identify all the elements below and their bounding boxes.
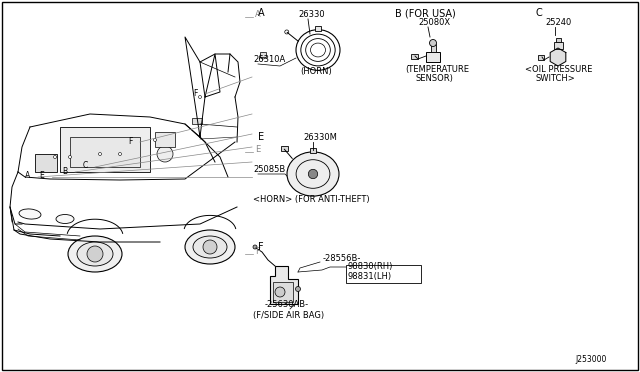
Circle shape — [118, 153, 122, 155]
Text: F: F — [255, 247, 260, 256]
Bar — [60, 127, 150, 172]
Text: (HORN): (HORN) — [300, 67, 332, 76]
Circle shape — [296, 286, 301, 292]
Circle shape — [68, 155, 72, 158]
Circle shape — [285, 30, 289, 34]
Text: F: F — [128, 137, 132, 145]
Text: C: C — [535, 8, 541, 18]
Bar — [192, 118, 202, 124]
Circle shape — [429, 39, 436, 46]
Bar — [315, 26, 321, 31]
Bar — [426, 52, 440, 62]
Bar — [282, 146, 289, 151]
Circle shape — [253, 245, 257, 249]
Ellipse shape — [56, 215, 74, 224]
Text: E: E — [40, 171, 44, 180]
Bar — [35, 154, 57, 172]
Text: J253000: J253000 — [575, 355, 606, 364]
Text: C: C — [83, 161, 88, 170]
Text: 98831(LH): 98831(LH) — [348, 272, 392, 281]
Bar — [346, 265, 421, 283]
Text: 98830(RH): 98830(RH) — [348, 262, 394, 271]
Text: -25630AB-: -25630AB- — [265, 300, 309, 309]
Ellipse shape — [193, 236, 227, 258]
Ellipse shape — [287, 152, 339, 196]
Text: 26330M: 26330M — [303, 133, 337, 142]
Text: A: A — [26, 171, 31, 180]
Text: F: F — [193, 89, 197, 97]
Circle shape — [260, 53, 266, 59]
Bar — [70, 137, 140, 167]
Text: E: E — [258, 132, 264, 142]
Ellipse shape — [185, 230, 235, 264]
Ellipse shape — [19, 209, 41, 219]
Bar — [538, 55, 544, 60]
Bar — [155, 132, 175, 147]
Text: <OIL PRESSURE: <OIL PRESSURE — [525, 65, 593, 74]
Text: A: A — [255, 10, 260, 19]
Ellipse shape — [68, 236, 122, 272]
Circle shape — [308, 169, 317, 179]
Text: 26330: 26330 — [298, 10, 324, 19]
Bar — [554, 42, 563, 49]
Polygon shape — [550, 48, 566, 66]
Text: 26310A: 26310A — [253, 55, 285, 64]
Circle shape — [198, 96, 202, 99]
Text: (F/SIDE AIR BAG): (F/SIDE AIR BAG) — [253, 311, 324, 320]
Circle shape — [154, 138, 157, 141]
Text: (TEMPERATURE: (TEMPERATURE — [405, 65, 469, 74]
Circle shape — [54, 155, 56, 158]
Ellipse shape — [77, 242, 113, 266]
Circle shape — [87, 246, 103, 262]
Text: A: A — [258, 8, 264, 18]
Bar — [260, 52, 266, 57]
Text: 25085B: 25085B — [253, 165, 285, 174]
Bar — [310, 148, 316, 153]
Bar — [431, 44, 436, 52]
Text: -28556B-: -28556B- — [323, 254, 362, 263]
Polygon shape — [270, 266, 298, 304]
Text: 25240: 25240 — [545, 18, 572, 27]
Bar — [273, 282, 293, 302]
Circle shape — [99, 153, 102, 155]
Circle shape — [203, 240, 217, 254]
Text: B: B — [63, 167, 68, 176]
Text: E: E — [255, 145, 260, 154]
Text: B (FOR USA): B (FOR USA) — [395, 8, 456, 18]
Text: <HORN> (FOR ANTI-THEFT): <HORN> (FOR ANTI-THEFT) — [253, 195, 370, 204]
Bar — [411, 54, 418, 59]
Text: F: F — [258, 242, 264, 252]
Text: 25080X: 25080X — [418, 18, 450, 27]
Circle shape — [275, 287, 285, 297]
Text: SWITCH>: SWITCH> — [535, 74, 575, 83]
Bar — [556, 38, 561, 42]
Text: SENSOR): SENSOR) — [415, 74, 453, 83]
Circle shape — [157, 146, 173, 162]
